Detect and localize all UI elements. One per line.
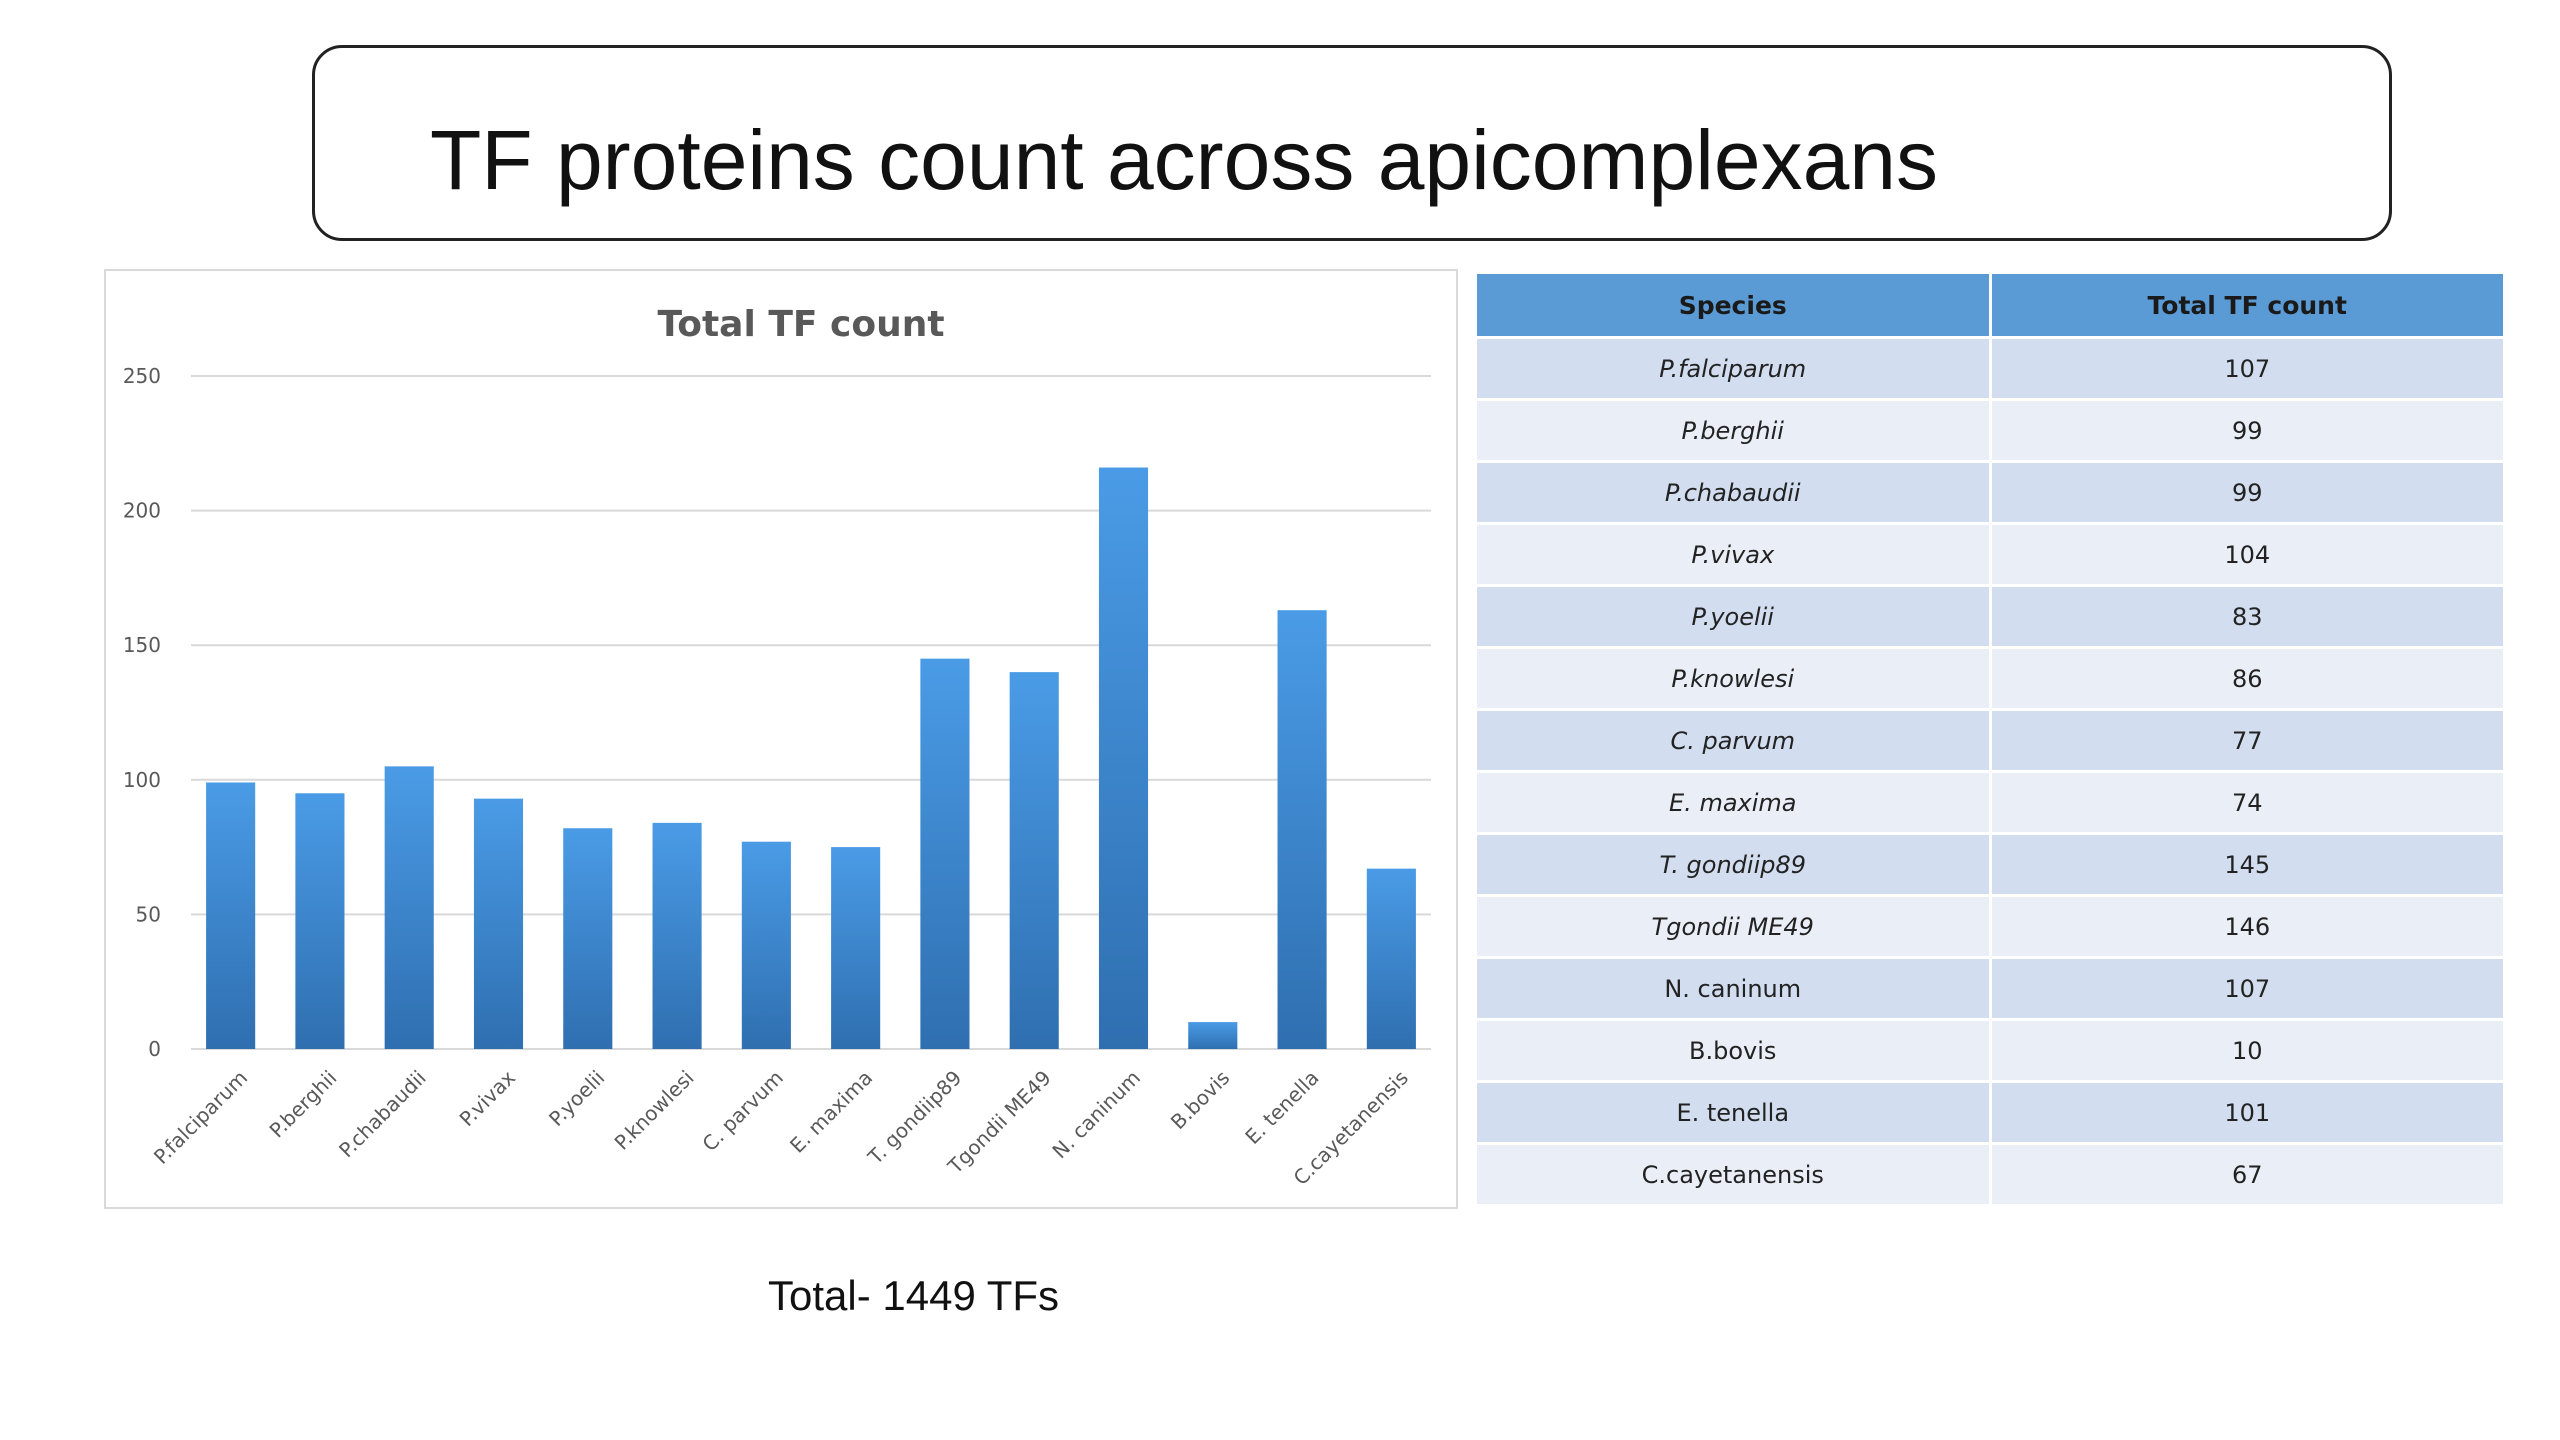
bar (384, 766, 434, 1049)
table-row: P.yoelii 83 (1474, 584, 2506, 649)
chart-title: Total TF count (657, 304, 944, 345)
bar (920, 658, 970, 1049)
table-panel: Species Total TF count P.falciparum 107 P.… (1474, 271, 2506, 1207)
species-cell: P.falciparum (1474, 336, 1992, 401)
bar (1009, 672, 1059, 1049)
species-cell: C.cayetanensis (1474, 1142, 1992, 1207)
table-row: T. gondiip89 145 (1474, 832, 2506, 897)
species-cell: P.knowlesi (1474, 646, 1992, 711)
species-cell: P.berghii (1474, 398, 1992, 463)
count-cell: 86 (1988, 646, 2506, 711)
table-row: C. parvum 77 (1474, 708, 2506, 773)
title-box: TF proteins count across apicomplexans (312, 45, 2392, 241)
bar (563, 828, 613, 1049)
table-row: B.bovis 10 (1474, 1018, 2506, 1083)
bar (741, 841, 791, 1049)
x-tick-label: P.yoelii (544, 1066, 609, 1131)
x-tick-label: P.falciparum (149, 1066, 252, 1169)
count-cell: 67 (1988, 1142, 2506, 1207)
table-row: N. caninum 107 (1474, 956, 2506, 1021)
table-row: E. tenella 101 (1474, 1080, 2506, 1145)
y-tick-label: 100 (123, 768, 161, 792)
header-species: Species (1474, 271, 1992, 339)
count-cell: 99 (1988, 398, 2506, 463)
count-cell: 10 (1988, 1018, 2506, 1083)
bar (1366, 868, 1416, 1049)
x-tick-label: E. maxima (785, 1066, 877, 1158)
count-cell: 104 (1988, 522, 2506, 587)
header-total-tf-count: Total TF count (1988, 271, 2506, 339)
bar (652, 822, 702, 1049)
bar (473, 798, 524, 1049)
chart-panel: Total TF count 0 50 100 150 200 250 P.falciparu… (104, 269, 1458, 1209)
x-tick-label: B.bovis (1166, 1066, 1234, 1134)
x-tick-label: N. caninum (1047, 1066, 1145, 1164)
y-tick-label: 50 (136, 902, 161, 926)
species-cell: E. tenella (1474, 1080, 1992, 1145)
table-row: C.cayetanensis 67 (1474, 1142, 2506, 1207)
species-cell: E. maxima (1474, 770, 1992, 835)
bar (831, 847, 881, 1049)
count-cell: 107 (1988, 336, 2506, 401)
y-tick-label: 150 (123, 633, 161, 657)
table-body: P.falciparum 107 P.berghii 99 P.chabaudii 99 P… (1474, 336, 2506, 1207)
species-cell: P.chabaudii (1474, 460, 1992, 525)
y-tick-label: 0 (148, 1037, 161, 1061)
table-row: P.falciparum 107 (1474, 336, 2506, 401)
count-cell: 74 (1988, 770, 2506, 835)
count-cell: 77 (1988, 708, 2506, 773)
count-cell: 99 (1988, 460, 2506, 525)
species-cell: B.bovis (1474, 1018, 1992, 1083)
x-tick-label: E. tenella (1240, 1066, 1323, 1149)
species-cell: Tgondii ME49 (1474, 894, 1992, 959)
count-cell: 145 (1988, 832, 2506, 897)
bar (1098, 467, 1149, 1049)
species-cell: C. parvum (1474, 708, 1992, 773)
table-row: P.chabaudii 99 (1474, 460, 2506, 525)
count-cell: 146 (1988, 894, 2506, 959)
table-header-row: Species Total TF count (1474, 271, 2506, 339)
species-cell: T. gondiip89 (1474, 832, 1992, 897)
bar (1277, 610, 1327, 1049)
count-cell: 83 (1988, 584, 2506, 649)
table-row: E. maxima 74 (1474, 770, 2506, 835)
slide-title: TF proteins count across apicomplexans (430, 113, 1939, 207)
count-cell: 107 (1988, 956, 2506, 1021)
y-tick-label: 200 (123, 499, 161, 523)
species-cell: P.vivax (1474, 522, 1992, 587)
table-row: P.berghii 99 (1474, 398, 2506, 463)
x-tick-label: C. parvum (697, 1066, 787, 1156)
tf-count-table: Species Total TF count P.falciparum 107 P.… (1474, 271, 2506, 1207)
total-label: Total- 1449 TFs (768, 1272, 1060, 1319)
y-tick-label: 250 (123, 364, 161, 388)
x-tick-label: P.berghii (265, 1066, 342, 1143)
species-cell: N. caninum (1474, 956, 1992, 1021)
x-tick-label: P.chabaudii (334, 1066, 431, 1163)
x-tick-label: P.vivax (455, 1065, 521, 1131)
bar (206, 782, 256, 1049)
table-row: Tgondii ME49 146 (1474, 894, 2506, 959)
bar (295, 793, 345, 1049)
x-tick-label: P.knowlesi (610, 1066, 699, 1155)
bar (1188, 1022, 1238, 1049)
species-cell: P.yoelii (1474, 584, 1992, 649)
table-row: P.vivax 104 (1474, 522, 2506, 587)
count-cell: 101 (1988, 1080, 2506, 1145)
table-row: P.knowlesi 86 (1474, 646, 2506, 711)
bar-chart: Total TF count 0 50 100 150 200 250 P.falciparu… (123, 304, 1431, 1190)
